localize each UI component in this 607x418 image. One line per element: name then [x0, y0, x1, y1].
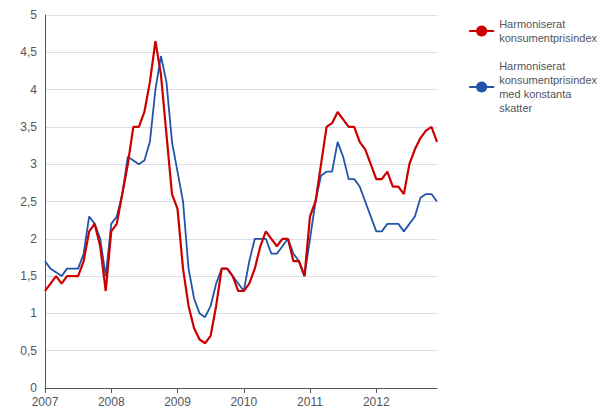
svg-text:4,5: 4,5: [20, 45, 37, 59]
svg-text:2009: 2009: [164, 395, 191, 409]
svg-text:2: 2: [30, 232, 37, 246]
svg-text:2012: 2012: [363, 395, 390, 409]
svg-text:skatter: skatter: [499, 102, 532, 114]
svg-text:3: 3: [30, 157, 37, 171]
svg-text:1,5: 1,5: [20, 269, 37, 283]
svg-text:Harmoniserat: Harmoniserat: [499, 18, 565, 30]
svg-text:0,5: 0,5: [20, 344, 37, 358]
svg-text:5: 5: [30, 8, 37, 22]
svg-text:konsumentprisindex: konsumentprisindex: [499, 74, 597, 86]
svg-text:0: 0: [30, 381, 37, 395]
svg-text:2007: 2007: [32, 395, 59, 409]
svg-text:2,5: 2,5: [20, 195, 37, 209]
svg-text:4: 4: [30, 83, 37, 97]
svg-text:2010: 2010: [230, 395, 257, 409]
svg-text:Harmoniserat: Harmoniserat: [499, 60, 565, 72]
svg-text:2008: 2008: [98, 395, 125, 409]
svg-text:3,5: 3,5: [20, 120, 37, 134]
svg-text:1: 1: [30, 306, 37, 320]
svg-text:med konstanta: med konstanta: [499, 88, 572, 100]
svg-text:konsumentprisindex: konsumentprisindex: [499, 32, 597, 44]
svg-text:2011: 2011: [297, 395, 323, 409]
